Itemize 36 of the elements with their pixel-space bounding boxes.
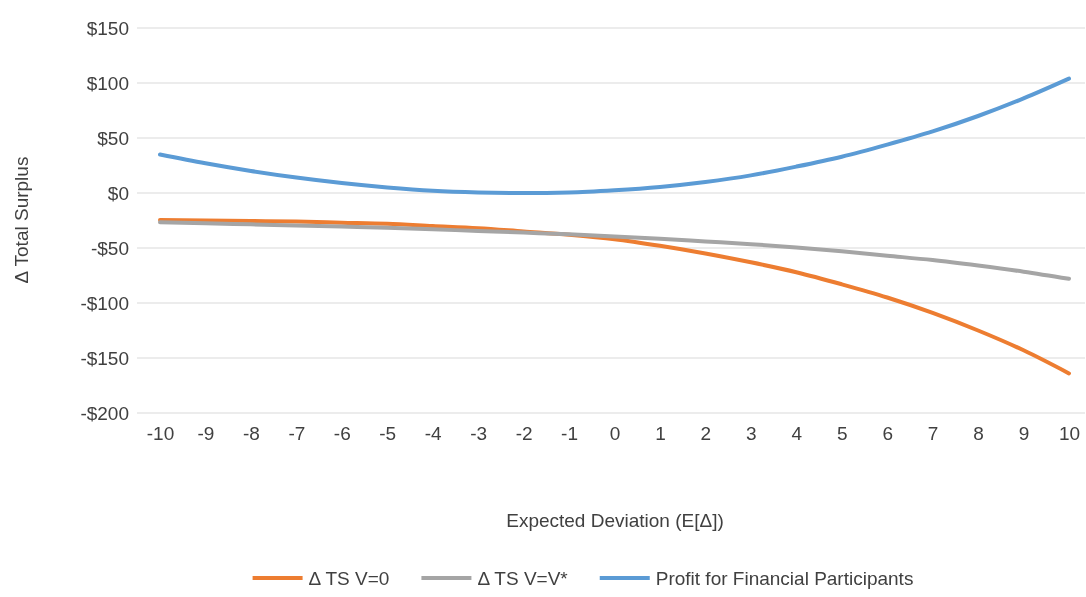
x-tick-label: 9 [1018,423,1030,445]
x-tick-label: 6 [882,423,893,445]
x-tick-label: -2 [515,423,533,445]
x-tick-label: 0 [609,423,621,445]
line-series [158,220,1071,281]
x-tick-label: 8 [973,423,984,445]
y-tick-label: -$100 [80,292,129,314]
y-tick-label: -$200 [80,402,129,424]
x-tick-label: -6 [333,423,351,445]
x-tick-label: 3 [746,423,757,445]
legend-label: Δ TS V=0 [308,568,390,589]
x-tick-label: -1 [561,423,578,445]
x-tick-label: 2 [700,423,712,445]
y-tick-label: $0 [107,182,129,204]
x-tick-label: 10 [1058,423,1081,445]
x-axis-title: Expected Deviation (E[Δ]) [506,510,724,531]
x-tick-label: 1 [655,423,666,445]
x-tick-label: 5 [836,423,848,445]
x-tick-label: -8 [242,423,260,445]
line-series [158,76,1071,195]
y-tick-label: $50 [97,127,129,149]
x-tick-label: -3 [470,423,488,445]
x-tick-label: -7 [288,423,306,445]
x-tick-label: -4 [424,423,443,445]
x-tick-label: 7 [927,423,939,445]
legend-label: Profit for Financial Participants [655,568,914,589]
x-tick-label: -10 [146,423,175,445]
y-axis-title: Δ Total Surplus [11,156,32,284]
y-tick-label: -$150 [80,347,129,369]
x-tick-label: -9 [197,423,215,445]
x-tick-label: -5 [379,423,397,445]
legend-label: Δ TS V=V* [477,568,569,589]
y-tick-label: $150 [86,17,129,39]
x-tick-label: 4 [791,423,803,445]
y-tick-label: $100 [86,72,129,94]
y-tick-label: -$50 [90,237,129,259]
